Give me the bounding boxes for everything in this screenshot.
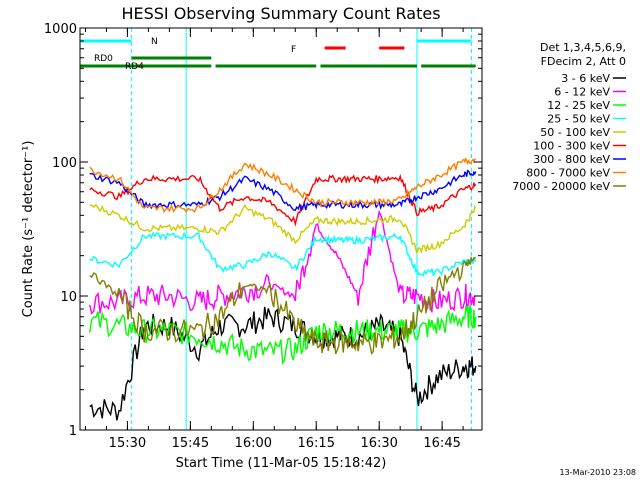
legend-label: 800 - 7000 keV xyxy=(526,167,610,180)
plot-area: N F RD0 RD4 xyxy=(79,28,477,430)
x-tick-label: 16:15 xyxy=(298,436,335,451)
legend-header: Det 1,3,4,5,6,9, xyxy=(540,41,626,54)
y-tick-label: 1 xyxy=(69,424,77,439)
legend-header: FDecim 2, Att 0 xyxy=(541,55,626,68)
legend: Det 1,3,4,5,6,9,FDecim 2, Att 0 3 - 6 keV… xyxy=(512,41,626,193)
series-line-4 xyxy=(89,203,477,256)
rd4-label: RD4 xyxy=(125,62,144,72)
x-tick-label: 15:45 xyxy=(172,436,209,451)
x-tick-label: 16:45 xyxy=(423,436,460,451)
night-label: N xyxy=(151,37,158,47)
x-tick-label: 16:30 xyxy=(360,436,397,451)
legend-label: 6 - 12 keV xyxy=(554,86,610,99)
series-line-5 xyxy=(89,173,477,227)
rd0-label: RD0 xyxy=(94,54,113,64)
series-line-7 xyxy=(89,156,476,214)
y-tick-label: 100 xyxy=(52,156,77,171)
x-tick-label: 15:30 xyxy=(109,436,146,451)
y-tick-label: 10 xyxy=(60,290,77,305)
legend-label: 100 - 300 keV xyxy=(533,140,610,153)
legend-label: 7000 - 20000 keV xyxy=(512,180,610,193)
legend-label: 50 - 100 keV xyxy=(540,126,610,139)
y-axis-label: Count Rate (s⁻¹ detector⁻¹) xyxy=(21,141,36,318)
y-tick-label: 1000 xyxy=(44,22,77,37)
x-tick-label: 16:00 xyxy=(235,436,272,451)
legend-label: 25 - 50 keV xyxy=(547,113,610,126)
series-line-6 xyxy=(89,169,477,212)
x-axis-label: Start Time (11-Mar-05 15:18:42) xyxy=(176,456,387,471)
legend-label: 12 - 25 keV xyxy=(547,99,610,112)
axes: 1 10 100 1000 15:30 15:45 16:00 16:15 16:30 16:45 xyxy=(44,22,483,451)
chart-title: HESSI Observing Summary Count Rates xyxy=(121,4,440,23)
series-line-8 xyxy=(89,255,477,355)
flare-label: F xyxy=(291,45,296,55)
series-line-1 xyxy=(89,209,476,315)
legend-label: 3 - 6 keV xyxy=(561,72,610,85)
footer-date: 13-Mar-2010 23:08 xyxy=(560,468,637,477)
plot-frame xyxy=(79,27,483,431)
series-line-3 xyxy=(89,231,477,277)
legend-label: 300 - 800 keV xyxy=(533,153,610,166)
series-line-2 xyxy=(89,305,477,365)
